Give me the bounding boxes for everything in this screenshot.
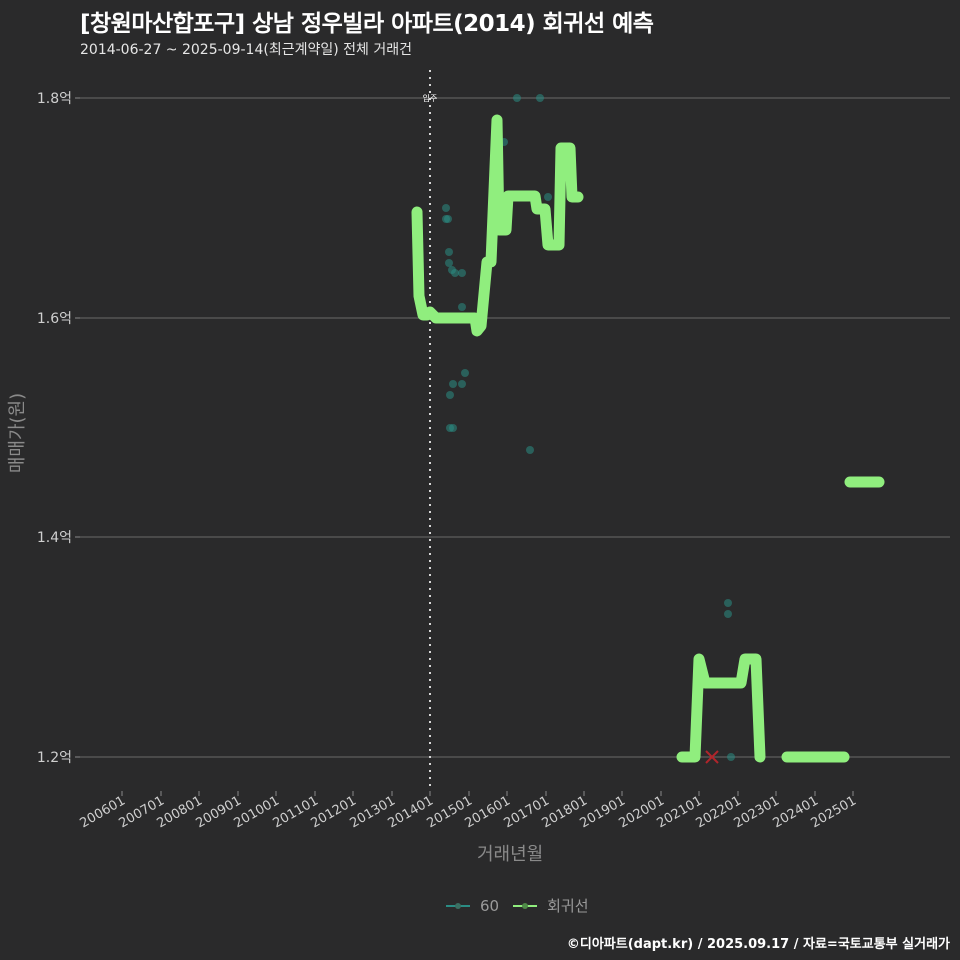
x-axis-title: 거래년월 bbox=[477, 844, 544, 865]
y-axis-ticks bbox=[75, 97, 80, 758]
ytick-label: 1.6억 bbox=[37, 311, 72, 327]
ytick-label: 1.2억 bbox=[37, 750, 72, 766]
legend-key-icon bbox=[446, 900, 470, 912]
cancelled-trade-marker bbox=[705, 750, 719, 764]
legend-label: 60 bbox=[480, 896, 500, 915]
legend-label: 회귀선 bbox=[547, 897, 589, 915]
legend-item-regression[interactable]: 회귀선 bbox=[513, 895, 589, 916]
chart-title: [창원마산합포구] 상남 정우빌라 아파트(2014) 회귀선 예측 bbox=[80, 11, 654, 37]
legend-item-60[interactable]: 60 bbox=[446, 897, 499, 915]
x-axis-labels: 200601 200701 200801 200901 201001 20110… bbox=[78, 793, 859, 831]
x-axis-ticks bbox=[121, 791, 854, 796]
legend-key-icon bbox=[513, 900, 538, 912]
legend: 60 회귀선 bbox=[446, 895, 595, 916]
regression-segment-2 bbox=[676, 653, 766, 763]
y-axis-title: 매매가(원) bbox=[7, 392, 28, 474]
move-in-label: 입주 bbox=[423, 94, 438, 103]
regression-line bbox=[411, 114, 885, 763]
chart-subtitle: 2014-06-27 ~ 2025-09-14(최근계약일) 전체 거래건 bbox=[80, 42, 412, 58]
y-axis-labels: 1.8억 1.6억 1.4억 1.2억 bbox=[37, 91, 72, 766]
ytick-label: 1.4억 bbox=[37, 530, 72, 546]
scatter-series-60 bbox=[442, 94, 735, 761]
ytick-label: 1.8억 bbox=[37, 91, 72, 107]
regression-segment-1 bbox=[411, 114, 584, 337]
source-caption: ©디아파트(dapt.kr) / 2025.09.17 / 자료=국토교통부 실… bbox=[566, 937, 950, 952]
